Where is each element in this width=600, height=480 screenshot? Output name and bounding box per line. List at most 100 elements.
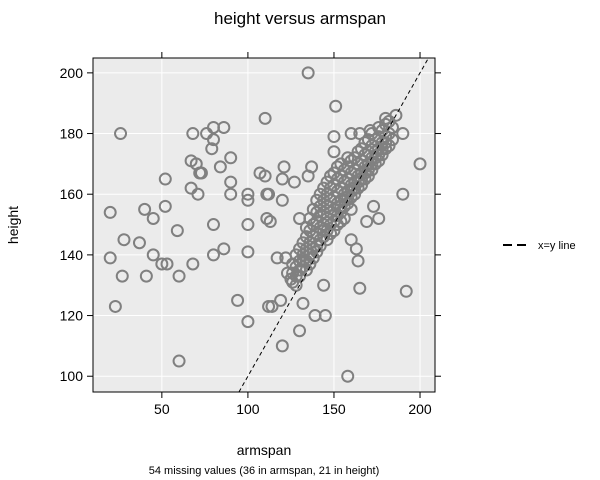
grid (93, 58, 435, 392)
data-point (115, 269, 129, 283)
data-point (385, 133, 399, 147)
data-point (155, 257, 169, 271)
data-point (260, 211, 274, 225)
y-tick-label: 180 (60, 126, 84, 142)
data-point (224, 175, 238, 189)
data-point (262, 187, 276, 201)
data-point (241, 187, 255, 201)
data-point (293, 324, 307, 338)
data-point (146, 248, 160, 262)
data-point (275, 193, 289, 207)
data-point (172, 269, 186, 283)
data-point (194, 166, 208, 180)
data-point (186, 257, 200, 271)
x-tick-label: 200 (408, 401, 432, 417)
data-point (327, 145, 341, 159)
data-point (344, 202, 358, 216)
data-point (301, 169, 315, 183)
y-tick-label: 100 (60, 368, 84, 384)
data-point (353, 281, 367, 295)
plot-background (93, 58, 435, 392)
data-point (301, 66, 315, 80)
data-point (108, 299, 122, 313)
legend: x=y line (503, 240, 576, 252)
data-point (265, 299, 279, 313)
data-point (241, 245, 255, 259)
data-point (205, 142, 219, 156)
x-axis-label: armspan (237, 442, 291, 458)
plot-frame (92, 57, 436, 393)
data-point (241, 193, 255, 207)
data-point (258, 169, 272, 183)
x-equals-y-line (238, 57, 429, 393)
data-point (344, 127, 358, 141)
y-tick-label: 120 (60, 308, 84, 324)
chart-title: height versus armspan (214, 9, 386, 28)
data-point (349, 242, 363, 256)
data-point (318, 309, 332, 323)
data-point (317, 278, 331, 292)
plot-area (92, 57, 436, 393)
data-point (103, 205, 117, 219)
data-point (114, 127, 128, 141)
data-point (241, 315, 255, 329)
data-point (337, 211, 351, 225)
data-point (172, 354, 186, 368)
data-point (241, 218, 255, 232)
data-point (275, 172, 289, 186)
data-point (158, 199, 172, 213)
data-point (379, 142, 393, 156)
data-point (329, 99, 343, 113)
data-point (224, 151, 238, 165)
data-point (213, 160, 227, 174)
data-point (277, 160, 291, 174)
data-point (191, 187, 205, 201)
data-point (334, 215, 348, 229)
data-point (206, 248, 220, 262)
data-point (413, 157, 427, 171)
data-point (396, 127, 410, 141)
data-point (296, 296, 310, 310)
data-point (224, 187, 238, 201)
data-point (367, 199, 381, 213)
y-tick-label: 200 (60, 65, 84, 81)
data-point (274, 293, 288, 307)
data-point (287, 175, 301, 189)
data-point (263, 215, 277, 229)
data-point (138, 202, 152, 216)
y-tick-label: 140 (60, 247, 84, 263)
points (103, 66, 427, 383)
data-point (217, 120, 231, 134)
data-point (306, 242, 320, 256)
missing-values-note: 54 missing values (36 in armspan, 21 in … (149, 465, 380, 477)
x-tick-label: 50 (154, 401, 170, 417)
data-point (206, 218, 220, 232)
data-point (341, 369, 355, 383)
x-tick-label: 100 (236, 401, 260, 417)
data-point (139, 269, 153, 283)
data-point (146, 211, 160, 225)
data-point (158, 172, 172, 186)
data-point (270, 251, 284, 265)
data-point (372, 211, 386, 225)
data-point (170, 224, 184, 238)
data-point (186, 127, 200, 141)
y-axis-label: height (5, 206, 21, 244)
data-point (327, 130, 341, 144)
data-point (103, 251, 117, 265)
data-point (396, 187, 410, 201)
data-point (324, 227, 338, 241)
legend-label: x=y line (538, 240, 576, 252)
data-point (258, 111, 272, 125)
data-point (399, 284, 413, 298)
x-tick-label: 150 (322, 401, 346, 417)
data-point (351, 254, 365, 268)
data-point (341, 151, 355, 165)
data-point (117, 233, 131, 247)
data-point (217, 242, 231, 256)
data-point (160, 257, 174, 271)
data-point (206, 133, 220, 147)
data-point (132, 236, 146, 250)
data-point (360, 215, 374, 229)
